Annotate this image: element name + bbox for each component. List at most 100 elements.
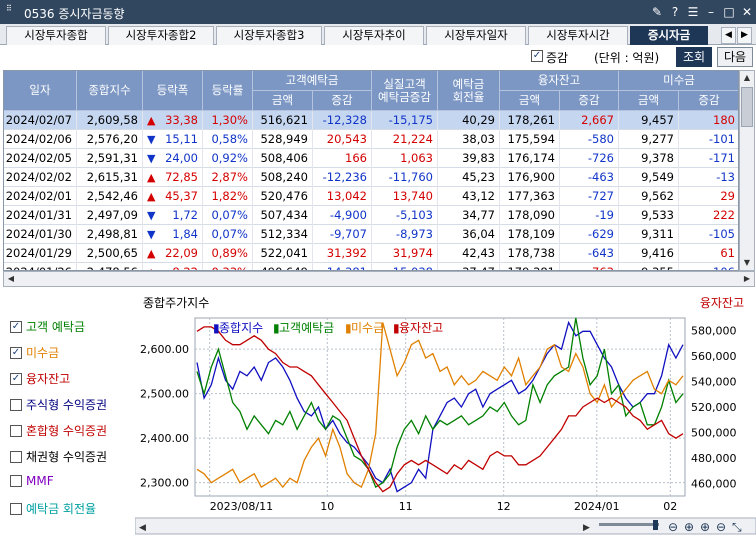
table-row[interactable]: 2024/02/01 2,542,46 ▲ 45,37 1,82% 520,476 13,0…: [4, 187, 738, 206]
header-deposit-amount[interactable]: 금액: [253, 91, 313, 111]
cell-dep_d: 13,042: [313, 187, 372, 206]
indicator-checkbox[interactable]: [10, 502, 22, 515]
indicator-item[interactable]: ✓ 미수금: [10, 344, 59, 361]
table-horizontal-scrollbar[interactable]: ◀ ▶: [3, 271, 755, 287]
legend-label: 융자잔고: [399, 321, 443, 335]
header-turnover[interactable]: 예탁금 회전율: [438, 71, 500, 111]
indicator-checkbox[interactable]: ✓: [10, 346, 22, 359]
change-checkbox[interactable]: ✓: [531, 50, 543, 62]
cell-dep_d: 166: [313, 149, 372, 168]
table-row[interactable]: 2024/01/30 2,498,81 ▼ 1,84 0,07% 512,334 -9,70…: [4, 225, 738, 244]
header-unpaid-delta[interactable]: 증감: [679, 91, 738, 111]
query-button[interactable]: 조회: [676, 47, 712, 67]
tab-market-hourly[interactable]: 시장투자시간: [528, 26, 628, 45]
scroll-up-icon[interactable]: ▲: [743, 73, 751, 82]
cell-turn: 45,23: [438, 168, 500, 187]
header-index[interactable]: 종합지수: [77, 71, 143, 111]
next-button[interactable]: 다음: [717, 47, 753, 67]
indicator-checkbox[interactable]: [10, 398, 22, 411]
zoom-icon: ⊖: [668, 520, 678, 534]
minimize-icon[interactable]: –: [708, 5, 714, 19]
cell-real: -15,175: [372, 111, 438, 130]
header-unpaid[interactable]: 미수금: [619, 71, 738, 91]
table-row[interactable]: 2024/01/29 2,500,65 ▲ 22,09 0,89% 522,041 31,3…: [4, 244, 738, 263]
change-value: 8,22: [172, 265, 198, 270]
indicator-item[interactable]: 채권형 수익증권: [10, 448, 107, 465]
header-rate[interactable]: 등락률: [203, 71, 253, 111]
tab-market-funds[interactable]: 증시자금: [630, 26, 708, 45]
cell-change: ▼ 24,00: [143, 149, 203, 168]
indicator-checkbox[interactable]: ✓: [10, 372, 22, 385]
cell-change: ▼ 15,11: [143, 130, 203, 149]
header-deposit-delta[interactable]: 증감: [313, 91, 372, 111]
scroll-thumb[interactable]: [741, 87, 753, 127]
left-tick-label: 2,500.00: [140, 388, 189, 401]
help-icon[interactable]: ?: [671, 5, 679, 19]
indicator-checkbox[interactable]: [10, 424, 22, 437]
indicator-item[interactable]: 주식형 수익증권: [10, 396, 107, 413]
line-chart[interactable]: 2,600.00 2,500.00 2,400.00 2,300.00 580,000 5…: [135, 290, 756, 538]
indicator-checkbox[interactable]: [10, 475, 22, 487]
tab-market-trend[interactable]: 시장투자추이: [324, 26, 424, 45]
scroll-right-icon[interactable]: ▶: [743, 274, 751, 283]
table-vertical-scrollbar[interactable]: ▲ ▼: [739, 70, 755, 271]
cell-real: 31,974: [372, 244, 438, 263]
tab-market-summary[interactable]: 시장투자종합: [6, 26, 106, 45]
cell-real: 1,063: [372, 149, 438, 168]
cell-rate: 0,58%: [203, 130, 253, 149]
header-change[interactable]: 등락폭: [143, 71, 203, 111]
table-row[interactable]: 2024/01/31 2,497,09 ▼ 1,72 0,07% 507,434 -4,90…: [4, 206, 738, 225]
right-tick-label: 460,000: [691, 477, 737, 490]
cell-turn: 42,43: [438, 244, 500, 263]
header-credit[interactable]: 융자잔고: [500, 71, 619, 91]
window-menu-icon[interactable]: ⠿: [6, 4, 13, 13]
change-value: 22,09: [165, 246, 198, 260]
table-row[interactable]: 2024/02/05 2,591,31 ▼ 24,00 0,92% 508,406 166 1…: [4, 149, 738, 168]
header-credit-amount[interactable]: 금액: [500, 91, 560, 111]
cell-rate: 0,07%: [203, 225, 253, 244]
window-title: 0536 증시자금동향: [24, 7, 125, 21]
indicator-label: 주식형 수익증권: [26, 398, 108, 412]
change-value: 45,37: [165, 189, 198, 203]
tab-market-summary-2[interactable]: 시장투자종합2: [108, 26, 214, 45]
settings-icon[interactable]: ☰: [687, 5, 699, 19]
cell-cred: 175,594: [500, 130, 560, 149]
scroll-left-icon[interactable]: ◀: [7, 274, 15, 283]
header-date[interactable]: 일자: [4, 71, 77, 111]
header-real-deposit[interactable]: 실질고객 예탁금증감: [372, 71, 438, 111]
table-row[interactable]: 2024/02/02 2,615,31 ▲ 72,85 2,87% 508,240 -12,…: [4, 168, 738, 187]
header-unpaid-amount[interactable]: 금액: [619, 91, 679, 111]
header-credit-delta[interactable]: 증감: [560, 91, 619, 111]
table-row[interactable]: 2024/02/06 2,576,20 ▼ 15,11 0,58% 528,949 20,5…: [4, 130, 738, 149]
indicator-item[interactable]: MMF: [10, 474, 54, 488]
close-icon[interactable]: ✕: [741, 5, 753, 19]
unit-label: (단위 : 억원): [594, 51, 660, 65]
header-deposit[interactable]: 고객예탁금: [253, 71, 372, 91]
indicator-item[interactable]: ✓ 고객 예탁금: [10, 318, 85, 335]
indicator-item[interactable]: 예탁금 회전율: [10, 500, 96, 517]
tab-next-icon[interactable]: ▶: [737, 27, 752, 44]
indicator-item[interactable]: 혼합형 수익증권: [10, 422, 107, 439]
cell-unp_d: -106: [679, 263, 738, 270]
legend-label: 고객예탁금: [279, 321, 334, 335]
cell-index: 2,498,81: [77, 225, 143, 244]
right-tick-label: 560,000: [691, 350, 737, 363]
cell-change: ▲ 8,22: [143, 263, 203, 270]
indicator-checkbox[interactable]: [10, 450, 22, 463]
left-tick-label: 2,400.00: [140, 432, 189, 445]
cell-dep: 516,621: [253, 111, 313, 130]
cell-index: 2,478,56: [77, 263, 143, 270]
tab-market-daily[interactable]: 시장투자일자: [426, 26, 526, 45]
tab-market-summary-3[interactable]: 시장투자종합3: [216, 26, 322, 45]
scroll-down-icon[interactable]: ▼: [743, 258, 751, 267]
indicator-item[interactable]: ✓ 융자잔고: [10, 370, 70, 387]
cell-real: -8,973: [372, 225, 438, 244]
table-header: 일자 종합지수 등락폭 등락률 고객예탁금 금액 증감 실질고객 예탁금증감 예…: [4, 71, 738, 111]
maximize-icon[interactable]: □: [723, 5, 735, 19]
table-row[interactable]: 2024/01/262,478,56 ▲ 8,22 0,33%490,649-14,3…: [4, 263, 738, 270]
indicator-checkbox[interactable]: ✓: [10, 320, 22, 333]
table-row[interactable]: 2024/02/07 2,609,58 ▲ 33,38 1,30% 516,621 -12,…: [4, 111, 738, 130]
cell-cred: 178,109: [500, 225, 560, 244]
pin-icon[interactable]: ✎: [651, 5, 663, 19]
tab-prev-icon[interactable]: ◀: [721, 27, 736, 44]
